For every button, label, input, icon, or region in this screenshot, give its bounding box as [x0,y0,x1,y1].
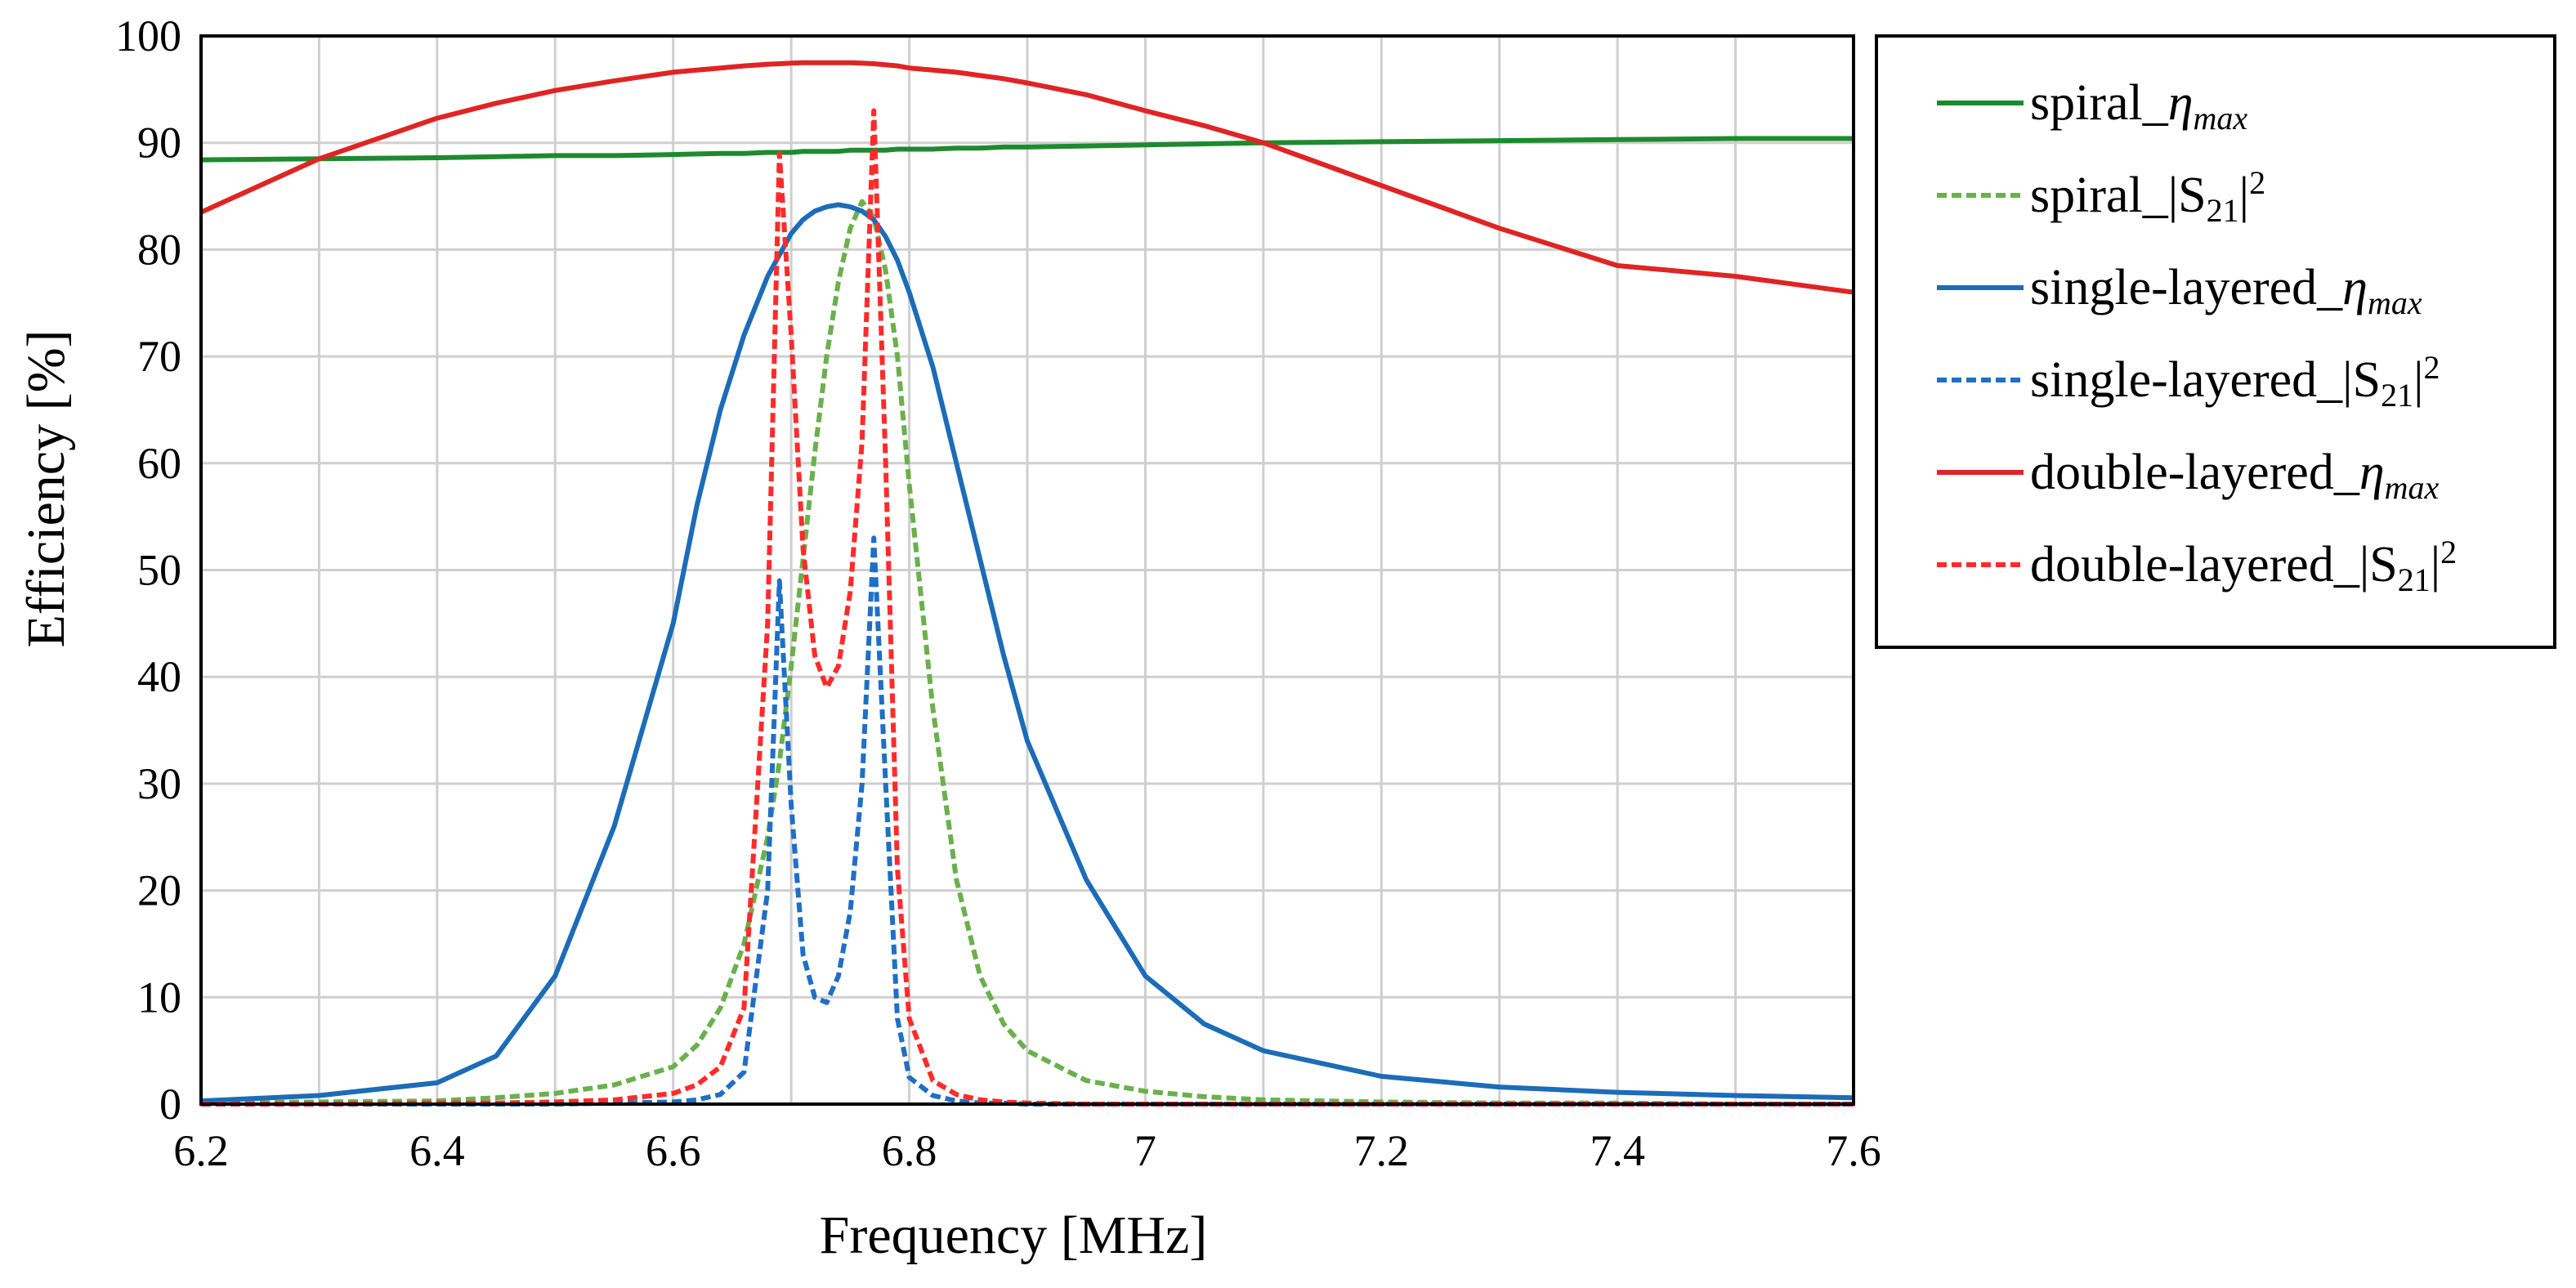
legend-label: double-layered_|S21|2 [2030,534,2457,598]
legend-label: spiral_ηmax [2030,75,2247,136]
x-tick-label: 6.4 [409,1126,465,1175]
legend-label: spiral_|S21|2 [2030,164,2265,229]
x-tick-label: 7.4 [1590,1126,1645,1175]
y-tick-label: 40 [137,652,181,701]
legend: spiral_ηmax spiral_|S21|2 single-layered_η… [1875,34,2556,649]
y-tick-label: 0 [159,1080,181,1129]
x-tick-label: 6.6 [646,1126,701,1175]
y-tick-label: 50 [137,546,181,595]
legend-label: double-layered_ηmax [2030,445,2439,506]
plot-frame [199,34,1855,1106]
x-tick-label: 7.6 [1826,1126,1881,1175]
x-tick-label: 7.2 [1354,1126,1410,1175]
y-tick-label: 20 [137,866,181,915]
series-line-5 [199,60,1854,295]
y-axis-title: Efficiency [%] [16,329,76,647]
x-tick-label: 6.2 [173,1126,229,1175]
series-line-3 [200,202,1854,1104]
legend-box [1875,34,2556,649]
y-tick-label: 10 [137,973,181,1022]
series-line-2 [200,199,1854,1107]
y-tick-label: 100 [115,11,181,60]
y-tick-label: 80 [137,225,181,274]
y-tick-label: 70 [137,332,181,381]
legend-label: single-layered_|S21|2 [2030,349,2440,414]
y-tick-label: 30 [137,759,181,808]
y-tick-label: 60 [137,439,181,488]
y-axis-ticks: 0 10 20 30 40 50 60 70 80 90 100 [115,11,181,1129]
y-tick-label: 90 [137,119,181,168]
x-axis-title: Frequency [MHz] [820,1205,1208,1265]
x-tick-label: 6.8 [882,1126,937,1175]
series-line-1 [200,136,1854,163]
legend-label: single-layered_ηmax [2030,260,2422,321]
x-tick-label: 7 [1134,1126,1156,1175]
x-axis-ticks: 6.2 6.4 6.6 6.8 7 7.2 7.4 7.6 [173,1126,1881,1175]
